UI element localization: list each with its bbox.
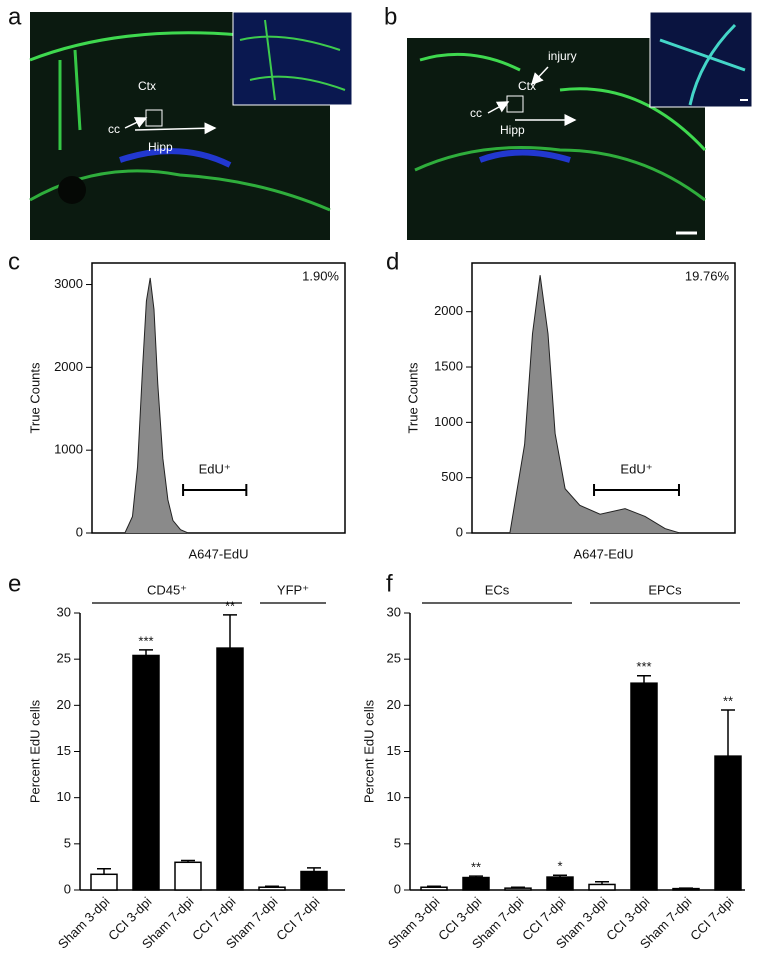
bar [588,883,616,891]
error-bar [637,675,651,684]
bar [462,876,490,891]
image-label: Hipp [148,140,173,154]
y-tick-label: 2000 [54,359,83,374]
error-bar [511,886,525,889]
error-bar [427,885,441,888]
y-tick-label: 0 [394,881,401,896]
y-tick-label: 1000 [434,414,463,429]
y-tick-label: 15 [57,743,71,758]
significance: * [557,859,562,874]
image-label: Hipp [500,123,525,137]
panel-label: e [8,570,21,597]
y-tick-label: 30 [57,604,71,619]
bar [258,886,286,891]
y-tick-label: 20 [57,697,71,712]
y-axis-label: True Counts [405,362,420,434]
x-tick-label: CCI 7-dpi [273,894,323,944]
gate-bracket [593,484,680,496]
bar [504,887,532,891]
micrograph-a: Ctx cc Hipp [29,11,353,240]
y-axis-label: Percent EdU cells [27,699,42,803]
y-tick-label: 25 [387,651,401,666]
annotation: 1.90% [302,268,339,283]
y-tick-label: 15 [387,743,401,758]
histogram-area [509,275,680,534]
y-tick-label: 2000 [434,303,463,318]
significance: *** [636,659,651,674]
y-axis-label: Percent EdU cells [361,699,376,803]
group-label: ECs [485,582,510,597]
y-tick-label: 1000 [54,442,83,457]
image-label: cc [470,106,482,120]
group-label: CD45⁺ [147,582,187,597]
bar [630,682,658,891]
y-tick-label: 10 [387,789,401,804]
bar [90,873,118,891]
bar [714,755,742,891]
panel-label: b [384,3,397,30]
y-tick-label: 25 [57,651,71,666]
x-axis-label: A647-EdU [574,546,634,561]
x-tick-label: Sham 3-dpi [385,894,443,952]
error-bar [553,874,567,878]
plot-frame [471,262,736,534]
image-label: Ctx [138,79,156,93]
panel-label: f [386,570,393,597]
error-bar [97,868,111,875]
micrograph-b: Ctx cc Hipp injury [407,11,753,240]
group-label: YFP⁺ [277,582,309,597]
y-tick-label: 0 [456,524,463,539]
panel-label: d [386,248,399,275]
y-tick-label: 1500 [434,358,463,373]
bar [216,647,244,891]
significance: ** [225,598,235,613]
gate-label: EdU⁺ [199,461,231,476]
y-tick-label: 3000 [54,276,83,291]
histogram-area [124,277,189,534]
panel-label: a [8,3,22,30]
y-tick-label: 30 [387,604,401,619]
error-bar [265,885,279,888]
significance: ** [471,860,481,875]
y-tick-label: 5 [394,835,401,850]
gate-bracket [182,484,248,496]
image-label: injury [548,49,577,63]
image-label: Ctx [518,79,536,93]
image-label: cc [108,122,120,136]
bar [132,654,160,891]
error-bar [721,709,735,757]
y-tick-label: 20 [387,697,401,712]
gate-label: EdU⁺ [620,461,652,476]
error-bar [181,859,195,863]
y-axis-label: True Counts [27,362,42,434]
error-bar [223,614,237,649]
panel-label: c [8,248,20,275]
y-tick-label: 0 [64,881,71,896]
bar [546,876,574,891]
bar [300,870,328,891]
group-label: EPCs [648,582,682,597]
y-tick-label: 500 [441,469,463,484]
x-axis-label: A647-EdU [189,546,249,561]
annotation: 19.76% [685,268,730,283]
bar [420,886,448,891]
y-tick-label: 0 [76,524,83,539]
bar [174,861,202,891]
error-bar [139,649,153,656]
plot-frame [91,262,346,534]
x-tick-label: CCI 7-dpi [687,894,737,944]
x-tick-label: Sham 3-dpi [55,894,113,952]
y-tick-label: 10 [57,789,71,804]
error-bar [469,875,483,878]
significance: *** [138,633,153,648]
significance: ** [723,693,733,708]
error-bar [595,880,609,885]
y-tick-label: 5 [64,835,71,850]
error-bar [307,867,321,872]
